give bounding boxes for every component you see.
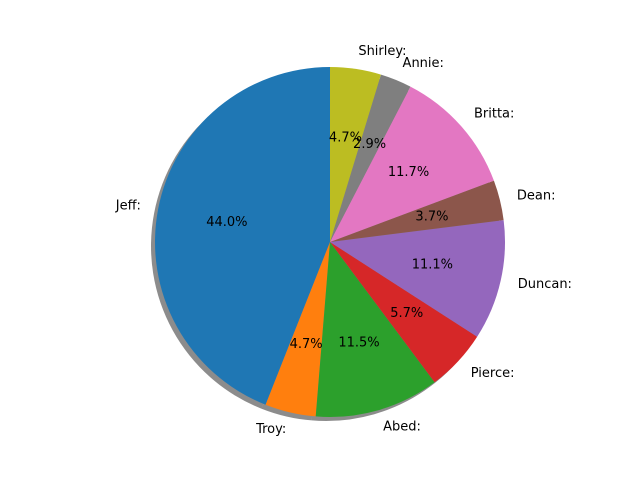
slice-label-dean: Dean: xyxy=(517,188,556,203)
pie-slice-pierce xyxy=(330,242,478,383)
pie-slice-britta xyxy=(330,86,494,243)
slice-label-britta: Britta: xyxy=(474,107,514,122)
slice-percent-shirley: 4.7% xyxy=(329,131,362,146)
pie-slice-dean xyxy=(330,180,504,242)
pie-slice-duncan xyxy=(330,220,505,337)
slice-label-annie: Annie: xyxy=(403,56,444,71)
slice-percent-pierce: 5.7% xyxy=(390,306,423,321)
pie-slice-troy xyxy=(265,242,330,417)
slice-label-duncan: Duncan: xyxy=(518,277,572,292)
slice-label-abed: Abed: xyxy=(383,420,421,435)
pie-slice-abed xyxy=(315,242,435,417)
pie-slices xyxy=(155,67,505,417)
slice-label-troy: Troy: xyxy=(255,422,286,437)
slice-percent-duncan: 11.1% xyxy=(412,258,453,273)
slice-percent-dean: 3.7% xyxy=(415,209,448,224)
slice-percent-troy: 4.7% xyxy=(290,337,323,352)
pie-slice-shirley xyxy=(330,67,381,242)
slice-label-jeff: Jeff: xyxy=(115,198,141,213)
pie-slice-annie xyxy=(330,74,411,242)
slice-label-pierce: Pierce: xyxy=(471,366,515,381)
slice-percent-jeff: 44.0% xyxy=(206,215,247,230)
slice-percent-abed: 11.5% xyxy=(338,335,379,350)
pie-labels: Jeff: 44.0% Troy: 4.7% Abed: 11.5% Pierce: 5.7%… xyxy=(115,44,572,437)
slice-label-shirley: Shirley: xyxy=(358,44,406,59)
slice-percent-britta: 11.7% xyxy=(388,165,429,180)
slice-percent-annie: 2.9% xyxy=(353,137,386,152)
pie-slice-jeff xyxy=(155,67,330,405)
